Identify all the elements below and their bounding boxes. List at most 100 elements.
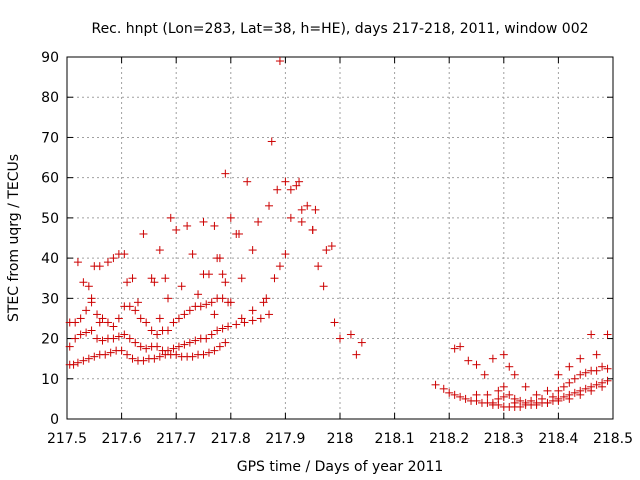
x-tick-label: 218.5 [593, 431, 633, 447]
data-point [237, 274, 246, 283]
data-point [155, 352, 164, 361]
x-axis-title: GPS time / Days of year 2011 [237, 459, 444, 475]
data-point [169, 318, 178, 327]
data-point [101, 350, 110, 359]
x-tick-label: 217.8 [211, 431, 251, 447]
data-point [240, 318, 249, 327]
data-point [155, 314, 164, 323]
data-point [510, 370, 519, 379]
data-point [183, 221, 192, 230]
data-point [120, 330, 129, 339]
y-tick-label: 70 [41, 130, 59, 146]
data-point [327, 242, 336, 251]
grid-lines [67, 57, 613, 419]
data-point [527, 396, 536, 405]
data-point [172, 225, 181, 234]
data-point [603, 364, 612, 373]
data-point [133, 298, 142, 307]
data-point [65, 342, 74, 351]
data-point [286, 213, 295, 222]
data-point [131, 338, 140, 347]
data-point [172, 350, 181, 359]
data-point [226, 213, 235, 222]
data-point [155, 246, 164, 255]
data-point [128, 354, 137, 363]
data-point [281, 177, 290, 186]
data-point [199, 217, 208, 226]
data-point [82, 328, 91, 337]
data-point [322, 246, 331, 255]
data-point [357, 338, 366, 347]
data-point [103, 318, 112, 327]
y-tick-label: 80 [41, 90, 59, 106]
data-point [319, 282, 328, 291]
chart-title: Rec. hnpt (Lon=283, Lat=38, h=HE), days … [91, 21, 588, 37]
data-point [521, 382, 530, 391]
data-point [275, 262, 284, 271]
x-axis-ticks: 217.5 217.6 217.7 217.8 217.9 218 218.1 218.2 21… [47, 57, 633, 447]
data-point [543, 386, 552, 395]
data-point [114, 332, 123, 341]
data-point [87, 326, 96, 335]
data-point [297, 217, 306, 226]
data-point [106, 348, 115, 357]
data-point [95, 262, 104, 271]
data-point [265, 201, 274, 210]
data-point [456, 392, 465, 401]
data-point [194, 290, 203, 299]
data-point [204, 348, 213, 357]
data-point [150, 278, 159, 287]
data-point [464, 356, 473, 365]
data-point [69, 360, 78, 369]
data-point [73, 258, 82, 267]
data-point [71, 318, 80, 327]
data-point [185, 338, 194, 347]
data-point [224, 322, 233, 331]
data-point [199, 350, 208, 359]
data-point [262, 294, 271, 303]
data-point [450, 390, 459, 399]
data-point [480, 370, 489, 379]
data-point [248, 306, 257, 315]
data-point [248, 246, 257, 255]
data-point [273, 185, 282, 194]
x-tick-label: 218.4 [538, 431, 578, 447]
data-point [472, 360, 481, 369]
data-point [109, 322, 118, 331]
data-point [221, 278, 230, 287]
data-point [196, 302, 205, 311]
data-point [237, 314, 246, 323]
data-point [281, 250, 290, 259]
data-point [76, 314, 85, 323]
data-point [587, 330, 596, 339]
data-point [445, 388, 454, 397]
data-point [174, 314, 183, 323]
data-point [218, 270, 227, 279]
data-point [215, 342, 224, 351]
data-point [218, 324, 227, 333]
data-point [136, 314, 145, 323]
data-point [570, 374, 579, 383]
data-point [521, 398, 530, 407]
data-point [311, 205, 320, 214]
data-point [538, 394, 547, 403]
data-point [254, 217, 263, 226]
data-point [147, 326, 156, 335]
data-point [592, 380, 601, 389]
x-tick-label: 218 [327, 431, 354, 447]
data-point [191, 336, 200, 345]
x-tick-label: 217.7 [156, 431, 196, 447]
data-point [270, 274, 279, 283]
data-point [166, 213, 175, 222]
data-point [147, 274, 156, 283]
y-tick-label: 40 [41, 251, 59, 267]
data-point [248, 316, 257, 325]
data-point [346, 330, 355, 339]
data-point [136, 342, 145, 351]
data-point [210, 221, 219, 230]
data-point [603, 330, 612, 339]
data-point [295, 177, 304, 186]
data-point [243, 177, 252, 186]
y-axis-ticks: 0 10 20 30 40 50 60 70 80 90 [41, 50, 613, 428]
data-point [93, 334, 102, 343]
